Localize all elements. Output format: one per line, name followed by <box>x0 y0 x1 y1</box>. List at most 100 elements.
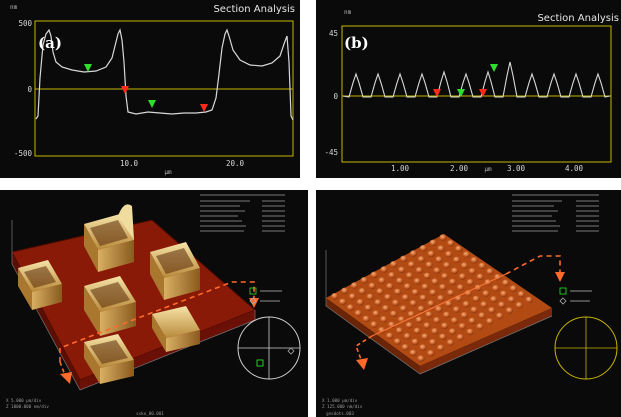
dot-bump <box>423 272 431 279</box>
dot-bump <box>466 328 474 335</box>
dot-bump <box>386 332 394 339</box>
dot-bump <box>456 334 464 341</box>
dot-bump <box>368 282 376 289</box>
dot-bump <box>502 279 510 286</box>
dot-bump <box>372 310 380 317</box>
dot-bump <box>443 311 451 318</box>
dot-bump <box>354 310 362 317</box>
dot-bump <box>346 304 355 311</box>
dot-bump <box>417 305 425 312</box>
panel-b-y-unit: nm <box>344 9 352 16</box>
panel-c-file-name: ssko_00.001 <box>136 411 164 416</box>
dot-bump <box>447 240 455 247</box>
dot-bump <box>380 316 388 323</box>
dot-bump <box>458 273 467 280</box>
dot-bump <box>437 295 445 302</box>
dot-bump <box>395 327 404 334</box>
dot-bump <box>496 312 504 319</box>
surface-3d-panel-c: X 5.000 µm/div Z 1000.000 nm/div ssko_00… <box>0 190 308 417</box>
dot-bump <box>413 278 421 285</box>
dot-bump <box>399 305 408 312</box>
dot-bump <box>339 298 347 305</box>
dot-bump <box>515 302 523 309</box>
orientation-dial-icon <box>237 316 301 380</box>
panel-a-y-unit: nm <box>10 4 18 11</box>
dot-bump <box>386 283 394 290</box>
dot-bump <box>362 315 370 322</box>
dot-bump <box>409 349 417 356</box>
dot-bump <box>439 284 447 291</box>
dot-bump <box>421 283 429 290</box>
dot-bump <box>433 317 441 324</box>
dot-bump <box>415 267 423 274</box>
panel-b-green-marker-1 <box>457 89 465 97</box>
light-angle-icon <box>249 297 257 305</box>
dot-bump <box>360 277 368 284</box>
dot-bump <box>398 266 406 273</box>
dot-bump <box>384 294 392 301</box>
dot-bump <box>407 261 416 268</box>
section-analysis-panel-b: Section Analysis nm 45 0 -45 1.00 2.00 3… <box>316 0 621 178</box>
dot-bump <box>421 333 429 340</box>
dot-bump <box>390 310 398 317</box>
dot-bump <box>486 318 494 325</box>
panel-b-red-marker-1 <box>433 89 441 97</box>
dot-bump <box>390 261 398 268</box>
dot-bump <box>419 294 427 301</box>
dot-bump <box>486 268 494 275</box>
dot-bump <box>476 273 484 280</box>
panel-c-legend <box>249 287 282 305</box>
dot-bump <box>490 296 498 303</box>
dot-bump <box>415 316 423 323</box>
dot-bump <box>341 287 349 294</box>
panel-a-ytick-500: 500 <box>18 19 32 28</box>
dot-bump <box>462 301 470 308</box>
dot-bump <box>431 278 439 285</box>
dot-bump <box>396 277 404 284</box>
panel-d-scale-note-2: Z 125.000 nm/div <box>322 404 363 409</box>
dot-bump <box>429 339 437 346</box>
dot-bump <box>460 312 468 319</box>
dot-bump <box>366 293 374 300</box>
dot-bump <box>447 289 455 296</box>
panel-c-info-block <box>200 194 285 232</box>
dot-bump <box>505 307 514 314</box>
view-angle-icon <box>249 287 257 295</box>
dot-bump <box>449 278 457 285</box>
dot-bump <box>376 288 384 295</box>
dot-bump <box>425 261 433 268</box>
dot-bump <box>439 234 447 241</box>
dot-bump <box>417 256 425 263</box>
dot-bump <box>437 245 445 252</box>
dot-bump <box>470 306 478 313</box>
dot-bump <box>460 262 469 269</box>
panel-b-xtick-1: 1.00 <box>391 164 410 173</box>
panel-c-cup-1 <box>18 260 62 310</box>
panel-a-ytick-0: 0 <box>27 85 32 94</box>
dot-bump <box>468 268 476 275</box>
dot-bump <box>443 262 451 269</box>
dot-bump <box>423 322 431 329</box>
dot-bump <box>450 317 459 324</box>
dot-bump <box>350 282 359 289</box>
panel-c-scale-note-1: X 5.000 µm/div <box>6 398 42 403</box>
dot-bump <box>374 299 382 306</box>
panel-a-green-marker-2 <box>148 100 156 108</box>
dot-bump <box>451 267 459 274</box>
panel-c-scale-note-2: Z 1000.000 nm/div <box>6 404 49 409</box>
panel-a-label: (a) <box>38 34 62 52</box>
panel-c-cup-5 <box>84 334 134 384</box>
dot-bump <box>435 306 443 313</box>
dot-bump <box>427 250 435 257</box>
dot-bump <box>466 279 474 286</box>
panel-b-plot-frame <box>341 25 612 163</box>
panel-a-red-marker-1 <box>121 86 129 94</box>
dot-bump <box>507 296 516 303</box>
dot-bump <box>392 299 400 306</box>
panel-d-info-block <box>512 194 599 232</box>
dot-bump <box>480 301 488 308</box>
panel-d-legend <box>559 287 592 305</box>
panel-d-scale-note-1: X 1.000 µm/div <box>322 398 358 403</box>
panel-b-label: (b) <box>344 34 369 52</box>
dot-bump <box>476 323 484 330</box>
